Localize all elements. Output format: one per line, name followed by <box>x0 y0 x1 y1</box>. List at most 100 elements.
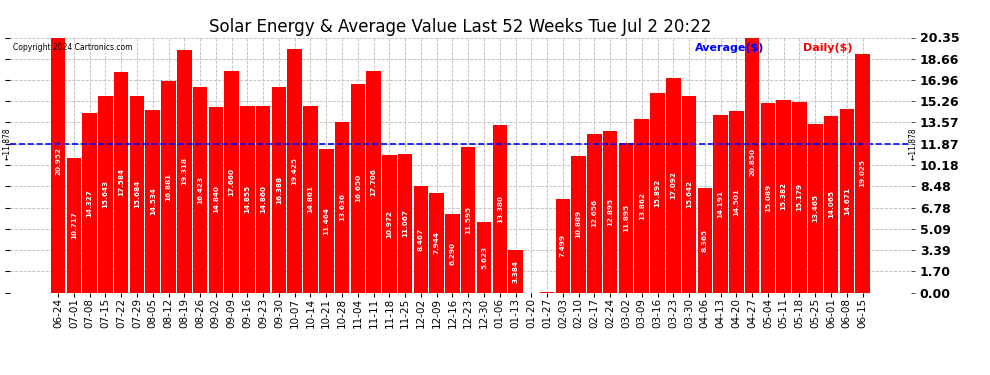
Bar <box>50 30 65 292</box>
Bar <box>619 144 634 292</box>
Text: 13.636: 13.636 <box>339 193 346 221</box>
Bar <box>114 72 129 292</box>
Bar <box>177 50 191 292</box>
Bar <box>461 147 475 292</box>
Bar <box>824 116 839 292</box>
Bar <box>730 111 743 292</box>
Text: 14.671: 14.671 <box>843 187 849 214</box>
Text: 10.972: 10.972 <box>386 210 392 238</box>
Text: 19.318: 19.318 <box>181 158 187 186</box>
Bar <box>319 149 334 292</box>
Text: Copyright 2024 Cartronics.com: Copyright 2024 Cartronics.com <box>13 43 132 52</box>
Text: 14.860: 14.860 <box>260 185 266 213</box>
Text: 17.092: 17.092 <box>670 171 676 200</box>
Text: 11.464: 11.464 <box>324 207 330 235</box>
Text: 15.643: 15.643 <box>102 180 109 209</box>
Text: 12.895: 12.895 <box>607 198 613 226</box>
Bar <box>130 96 145 292</box>
Bar <box>398 154 413 292</box>
Text: 19.425: 19.425 <box>292 157 298 185</box>
Bar <box>493 125 507 292</box>
Bar <box>808 124 823 292</box>
Text: 7.944: 7.944 <box>434 231 440 254</box>
Bar <box>66 158 81 292</box>
Bar <box>350 84 365 292</box>
Bar <box>193 87 207 292</box>
Text: 10.889: 10.889 <box>575 210 582 238</box>
Bar <box>382 155 397 292</box>
Text: 16.650: 16.650 <box>354 174 360 202</box>
Text: ←11.878: ←11.878 <box>3 128 12 160</box>
Text: ←11.878: ←11.878 <box>909 128 918 160</box>
Text: 8.467: 8.467 <box>418 228 424 251</box>
Text: 10.717: 10.717 <box>71 211 77 239</box>
Text: 15.892: 15.892 <box>654 179 660 207</box>
Text: 15.089: 15.089 <box>765 184 771 212</box>
Text: 14.840: 14.840 <box>213 186 219 213</box>
Text: 20.850: 20.850 <box>749 148 755 176</box>
Text: 17.584: 17.584 <box>118 168 124 196</box>
Text: 15.382: 15.382 <box>781 182 787 210</box>
Bar <box>698 188 712 292</box>
Bar <box>98 96 113 292</box>
Bar <box>225 71 239 292</box>
Text: 16.423: 16.423 <box>197 176 203 204</box>
Bar <box>587 134 602 292</box>
Text: 12.656: 12.656 <box>591 199 597 227</box>
Title: Solar Energy & Average Value Last 52 Weeks Tue Jul 2 20:22: Solar Energy & Average Value Last 52 Wee… <box>209 18 712 36</box>
Text: 16.388: 16.388 <box>276 176 282 204</box>
Text: 14.861: 14.861 <box>308 185 314 213</box>
Bar <box>508 250 523 292</box>
Bar <box>256 106 270 292</box>
Text: 17.660: 17.660 <box>229 168 235 196</box>
Text: 13.862: 13.862 <box>639 192 644 220</box>
Bar <box>682 96 696 292</box>
Text: 15.684: 15.684 <box>134 180 140 208</box>
Bar <box>714 115 728 292</box>
Bar <box>603 131 618 292</box>
Text: 19.025: 19.025 <box>859 159 865 187</box>
Bar <box>287 49 302 292</box>
Text: 20.952: 20.952 <box>55 147 61 175</box>
Text: 13.465: 13.465 <box>812 194 819 222</box>
Text: 11.595: 11.595 <box>465 206 471 234</box>
Bar <box>241 106 254 292</box>
Bar <box>855 54 870 292</box>
Bar <box>430 193 444 292</box>
Bar <box>82 113 97 292</box>
Bar <box>271 87 286 292</box>
Text: 15.642: 15.642 <box>686 180 692 209</box>
Text: 6.290: 6.290 <box>449 242 455 265</box>
Bar <box>792 102 807 292</box>
Bar <box>650 93 664 292</box>
Text: 16.881: 16.881 <box>165 172 171 201</box>
Bar <box>635 119 649 292</box>
Bar <box>446 214 459 292</box>
Bar <box>335 122 349 292</box>
Bar <box>744 31 759 292</box>
Bar <box>840 109 854 292</box>
Bar <box>161 81 176 292</box>
Text: 13.380: 13.380 <box>497 195 503 223</box>
Text: 5.623: 5.623 <box>481 246 487 269</box>
Text: Average($): Average($) <box>695 43 764 52</box>
Text: 14.065: 14.065 <box>828 190 834 218</box>
Bar <box>571 156 586 292</box>
Text: 3.384: 3.384 <box>513 260 519 283</box>
Bar <box>209 106 223 292</box>
Text: 11.895: 11.895 <box>623 204 629 232</box>
Text: 11.067: 11.067 <box>402 209 408 237</box>
Text: 8.365: 8.365 <box>702 228 708 252</box>
Text: 14.501: 14.501 <box>734 188 740 216</box>
Text: 17.706: 17.706 <box>370 168 376 195</box>
Bar <box>477 222 491 292</box>
Text: 15.179: 15.179 <box>797 183 803 211</box>
Text: 14.191: 14.191 <box>718 190 724 217</box>
Bar <box>414 186 428 292</box>
Bar <box>760 104 775 292</box>
Bar <box>776 100 791 292</box>
Bar <box>146 110 160 292</box>
Text: 14.327: 14.327 <box>87 189 93 217</box>
Text: 7.499: 7.499 <box>560 234 566 257</box>
Bar <box>303 106 318 292</box>
